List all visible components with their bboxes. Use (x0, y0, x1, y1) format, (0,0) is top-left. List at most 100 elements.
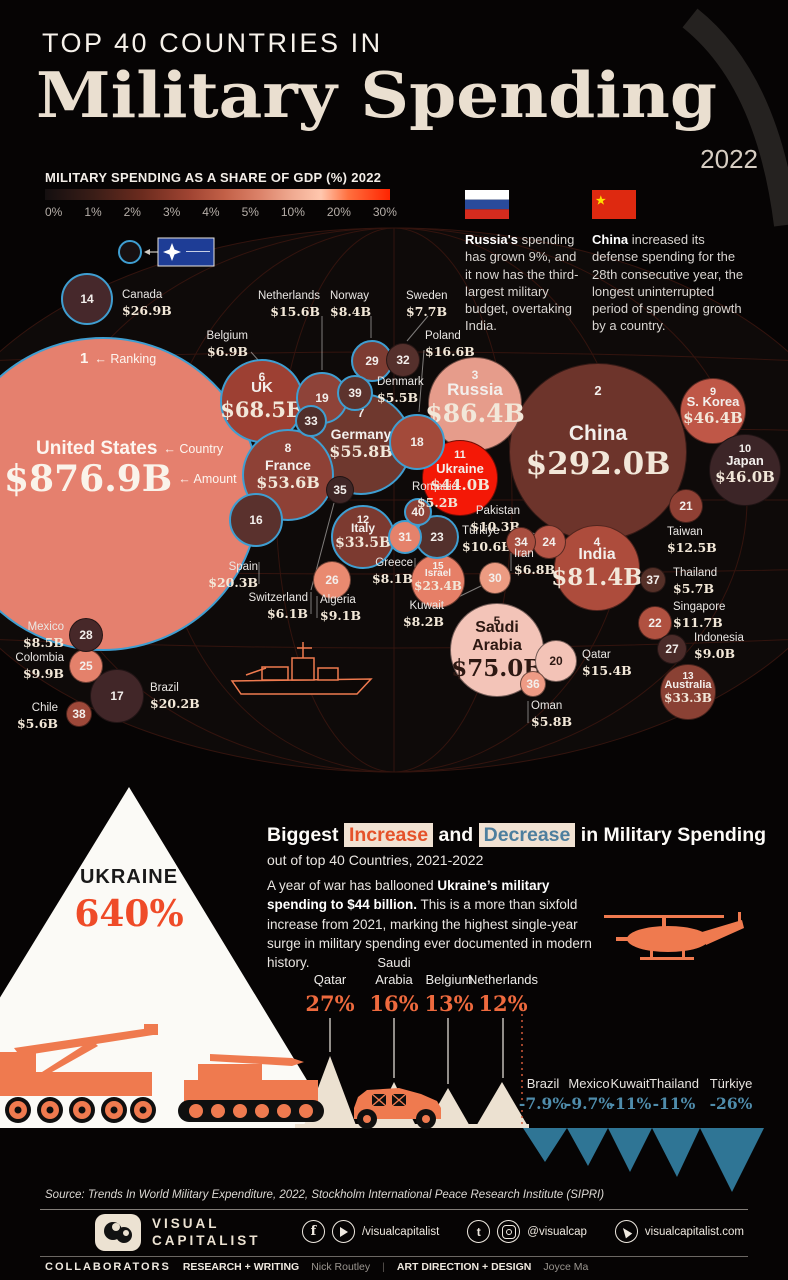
bubble-label-amount: $8.4B (330, 303, 372, 319)
bubble-label-amount: $5.7B (673, 580, 715, 596)
bubble-label-country: Norway (330, 290, 369, 302)
logo-icon (95, 1214, 141, 1251)
decrease-highlight: Decrease (478, 823, 576, 847)
decrease-pct: -11% (608, 1094, 652, 1113)
bubble-rank: 15 (432, 560, 444, 572)
bubble-label-amount: $9.0B (694, 645, 736, 661)
bubble-rank: 24 (542, 535, 556, 549)
youtube-icon[interactable] (331, 1220, 355, 1243)
bubble-label-amount: $11.7B (673, 614, 723, 630)
legend-tick: 4% (202, 205, 220, 219)
ukraine-name: UKRAINE (79, 866, 179, 888)
label-norway: Norway $8.4B (330, 289, 371, 320)
russia-callout: Russia's spending has grown 9%, and it n… (465, 232, 579, 334)
bubble-thailand: 37 (640, 567, 666, 593)
increase-qatar: Qatar 27% (285, 954, 375, 1016)
bubble-country: Italy (350, 520, 375, 535)
website-url[interactable]: visualcapitalist.com (644, 1225, 744, 1238)
instagram-icon[interactable] (497, 1220, 521, 1243)
bubble-label-country: Iran (514, 548, 534, 560)
facebook-icon[interactable]: f (301, 1220, 325, 1243)
bubble-label-amount: $10.3B (470, 518, 520, 534)
bubble-israel: 15 Israel $23.4B (411, 554, 465, 608)
collaborators-row: COLLABORATORS RESEARCH + WRITING Nick Ro… (45, 1261, 589, 1273)
increase-pct: 27% (305, 991, 355, 1016)
bubble-rank: 11 (454, 449, 466, 462)
increase-highlight: Increase (343, 823, 434, 847)
bubble-label-country: Mexico (27, 621, 64, 633)
bubble-label-amount: $5.2B (416, 494, 458, 510)
bubble-amount: $292.0B (525, 445, 671, 482)
label-taiwan: Taiwan $12.5B (667, 525, 717, 556)
label-brazil: Brazil $20.2B (150, 681, 200, 712)
bubble-label-country: Brazil (150, 682, 179, 694)
bubble-sweden: 32 (386, 343, 420, 377)
bubble-pakistan: 24 (532, 525, 566, 559)
bubble-rank: 5 (493, 614, 501, 629)
social-handle-fb-yt[interactable]: /visualcapitalist (361, 1225, 440, 1238)
bubble-s-korea: 9 S. Korea $46.4B (680, 378, 746, 444)
bubble-label-amount: $5.5B (377, 389, 419, 405)
bubble-saudi-arabia: 5 Saudi Arabia $75.0B (450, 603, 544, 697)
page-kicker: TOP 40 COUNTRIES IN (42, 28, 383, 58)
bubble-canada: 14 (61, 273, 113, 325)
bubble-oman: 36 (520, 671, 546, 697)
bubble-rank: 26 (325, 573, 339, 587)
label-thailand: Thailand $5.7B (673, 566, 717, 597)
bubble-label-country: Canada (122, 289, 163, 301)
divider (40, 1256, 748, 1257)
bubble-amount: $86.4B (425, 399, 525, 429)
legend-tick: 5% (241, 205, 259, 219)
legend-tick: 10% (280, 205, 305, 219)
bubble-india: 4 India $81.4B (551, 525, 643, 611)
increase-country: Saudi Arabia (375, 955, 413, 988)
china-flag-icon (592, 190, 636, 224)
bubble-rank: 7 (357, 405, 365, 420)
decrease-kuwait: Kuwait -11% (593, 1076, 667, 1113)
bubble-chile: 38 (66, 701, 92, 727)
bubble-amount: $33.3B (664, 690, 712, 705)
decrease-pct: -7.9% (518, 1094, 568, 1113)
social-handle-tw-ig[interactable]: @visualcap (527, 1225, 587, 1238)
bubble-label-country: Kuwait (409, 600, 444, 612)
label-netherlands: Netherlands $15.6B (258, 289, 320, 320)
twitter-icon[interactable]: t (467, 1220, 491, 1243)
bubble-amount: $46.4B (683, 409, 743, 428)
increase-netherlands: Netherlands 12% (458, 954, 548, 1016)
bubble-rank: 38 (72, 707, 86, 721)
bubble-country: Saudi Arabia (472, 618, 522, 654)
us-ranking-annotation: 1 ← Ranking (80, 350, 157, 367)
decrease-pct: -11% (652, 1094, 696, 1113)
website-cursor-icon[interactable] (614, 1220, 638, 1243)
bubble-label-country: Türkiye (462, 525, 500, 537)
label-canada: Canada $26.9B (122, 288, 172, 319)
bubble-brazil: 17 (90, 669, 144, 723)
bubble-rank: 9 (709, 386, 717, 399)
nato-arrow-icon (144, 249, 158, 255)
bubble-amount: $33.5B (335, 535, 391, 552)
bubble-label-country: Romania (411, 481, 458, 493)
label-oman: Oman $5.8B (531, 699, 572, 730)
globe-rim (682, 8, 788, 227)
bubble-rank: 14 (80, 292, 94, 306)
label-sweden: Sweden $7.7B (406, 289, 448, 320)
label-iran: Iran $6.8B (514, 547, 555, 578)
decrease-country: Mexico (568, 1076, 610, 1091)
label-belgium: Belgium $6.9B (206, 329, 248, 360)
bubble-spain: 16 (229, 493, 283, 547)
page-year: 2022 (700, 144, 758, 174)
bubble-label-country: Greece (375, 557, 413, 569)
increase-saudi-arabia: Saudi Arabia 16% (349, 954, 439, 1016)
label-singapore: Singapore $11.7B (673, 600, 725, 631)
label-colombia: Colombia $9.9B (15, 651, 64, 682)
decrease-mexico: Mexico -9.7% (552, 1076, 626, 1113)
bubble-label-amount: $7.7B (406, 303, 448, 319)
bubble-rank: 31 (398, 530, 412, 544)
bubble-label-country: Belgium (206, 330, 248, 342)
bubble-switzerland: 35 (326, 476, 354, 504)
bubble-indonesia: 27 (657, 634, 687, 664)
bubble-label-amount: $9.1B (320, 607, 362, 623)
bubble-label-country: Sweden (406, 290, 448, 302)
legend-tick: 2% (123, 205, 141, 219)
